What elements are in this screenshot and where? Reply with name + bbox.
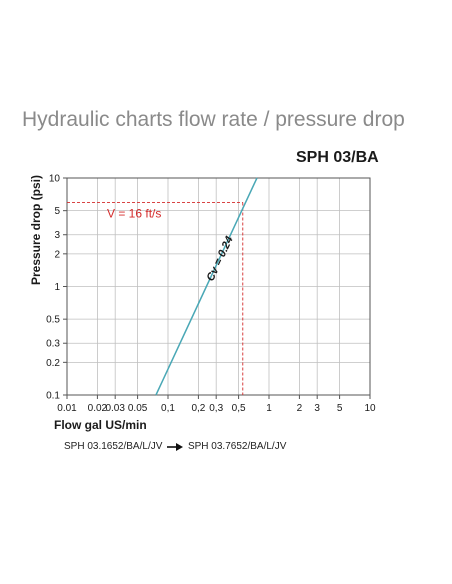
y-tick-label: 0.5 [46,315,60,326]
series-label-cv: Cv = 0.24 [205,235,236,284]
x-tick-label: 5 [337,403,343,414]
velocity-guides [67,202,244,395]
y-tick-label: 0.2 [46,358,60,369]
y-tick-label: 1 [54,282,60,293]
y-tick-label: 0.3 [46,339,60,350]
arrow-right-icon [167,442,184,451]
series-line-cv [155,177,258,396]
x-tick-label: 0,3 [209,403,223,414]
page-title: Hydraulic charts flow rate / pressure dr… [22,108,405,131]
x-tick-label: 0,5 [232,403,246,414]
model-conversion-note: SPH 03.1652/BA/L/JV SPH 03.7652/BA/L/JV [64,441,286,452]
y-tick-label: 5 [54,206,60,217]
x-tick-label: 0,2 [191,403,205,414]
y-tick-label: 10 [49,174,61,185]
pressure-drop-chart: 0.01 0.020.03 0.05 0,1 0,2 0,3 0,5 1 2 3 5 10 0.10.… [29,174,376,433]
y-axis-title: Pressure drop (psi) [29,175,43,285]
y-tick-label: 3 [54,230,60,241]
model-title: SPH 03/BA [296,149,379,166]
series-layer [155,177,258,396]
x-tick-label: 1 [266,403,272,414]
x-tick-label: 0.01 [57,403,77,414]
from-model: SPH 03.1652/BA/L/JV [64,441,163,452]
to-model: SPH 03.7652/BA/L/JV [187,441,287,452]
x-tick-label: 0.05 [128,403,148,414]
x-tick-label: 0.03 [105,403,125,414]
plot-frame [66,177,371,396]
y-tick-label: 2 [54,249,60,260]
velocity-annotation-label: V = 16 ft/s [107,206,161,220]
x-tick-label: 0,1 [161,403,175,414]
x-tick-label: 0.02 [88,403,108,414]
y-tick-label: 0.1 [46,391,60,402]
x-tick-labels: 0.01 0.020.03 0.05 0,1 0,2 0,3 0,5 1 2 3 5 10 [57,403,376,414]
y-tick-labels: 0.1 0.2 0.3 0.5 1 2 3 5 10 [46,174,60,402]
x-tick-label: 3 [314,403,320,414]
x-tick-label: 10 [364,403,376,414]
x-axis-title: Flow gal US/min [54,418,147,432]
x-tick-label: 2 [297,403,303,414]
